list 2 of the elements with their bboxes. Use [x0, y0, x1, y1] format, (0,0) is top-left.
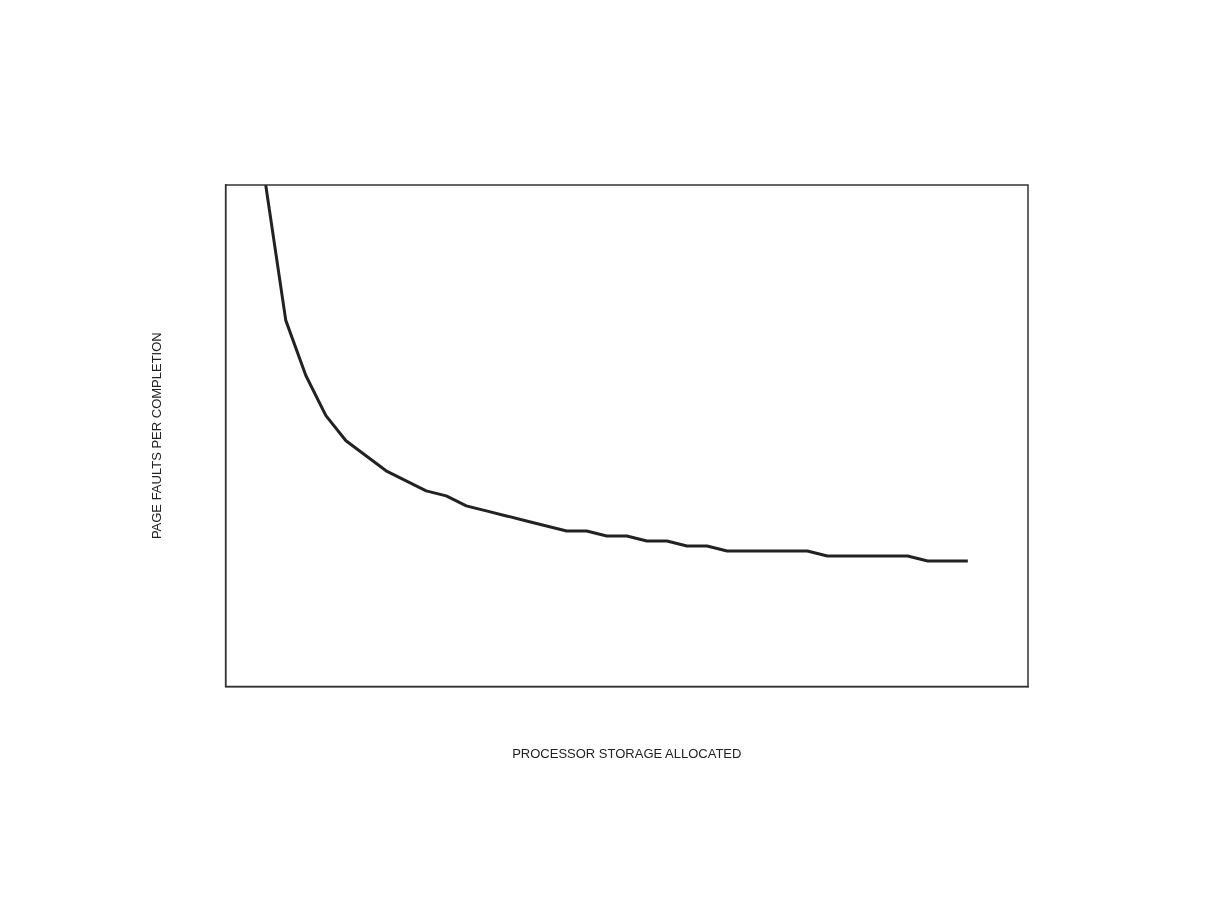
y-axis-title: PAGE FAULTS PER COMPLETION — [149, 332, 165, 540]
x-axis-title: PROCESSOR STORAGE ALLOCATED — [512, 745, 742, 761]
